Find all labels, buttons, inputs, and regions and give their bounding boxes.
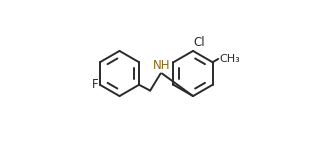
Text: NH: NH [153, 59, 170, 72]
Text: CH₃: CH₃ [219, 54, 240, 64]
Text: Cl: Cl [194, 36, 205, 49]
Text: F: F [91, 78, 98, 91]
